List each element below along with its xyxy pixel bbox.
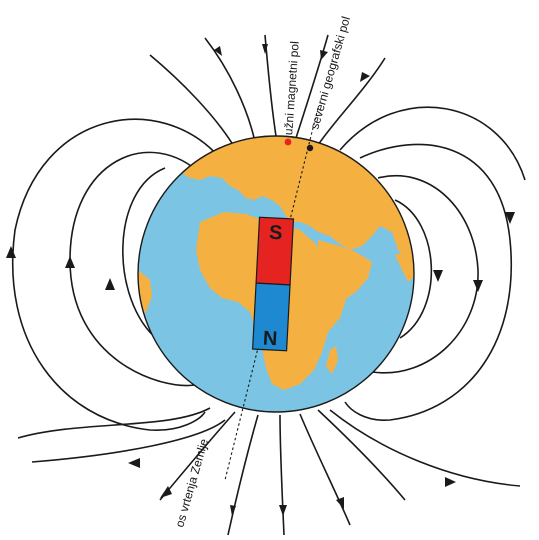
magnet-south-letter: S (268, 222, 282, 245)
field-arrow (336, 497, 344, 509)
madagascar-landmass (326, 346, 338, 374)
arabia-landmass (318, 240, 372, 300)
magnet-north-letter: N (262, 328, 278, 351)
field-arrow (473, 280, 483, 292)
asia-landmass-right (395, 250, 414, 282)
field-line (204, 37, 256, 143)
field-line (299, 413, 351, 526)
geographic-pole-dot (306, 144, 314, 152)
bar-magnet: S N (251, 216, 295, 352)
field-arrow (360, 72, 370, 82)
field-arrow (128, 458, 140, 468)
field-arrow (160, 486, 172, 498)
field-arrow (230, 505, 236, 516)
field-arrow (433, 270, 443, 282)
field-line (329, 409, 521, 487)
field-arrow (279, 505, 287, 516)
field-arrow (105, 278, 115, 290)
magnetic-pole-label: južni magnetni pol (281, 41, 302, 139)
field-line (317, 409, 406, 501)
rotation-axis-label: os vrtenja Zemlje (172, 437, 211, 529)
field-arrow (262, 44, 268, 54)
field-arrow (65, 256, 75, 268)
continents (138, 136, 414, 390)
field-line (339, 106, 526, 181)
field-arrow (214, 46, 222, 56)
magnetic-pole-dot (284, 138, 292, 146)
field-arrow (505, 212, 515, 224)
field-line (279, 414, 285, 536)
field-arrow (320, 50, 328, 60)
geographic-pole-label: severni geografski pol (307, 15, 353, 131)
globe-outline (137, 135, 415, 413)
field-arrow (445, 477, 456, 487)
field-line (394, 199, 433, 339)
field-line (264, 34, 277, 137)
field-line (149, 54, 236, 149)
field-arrow (6, 246, 16, 258)
field-line (344, 143, 512, 421)
field-lines (6, 34, 526, 536)
field-line (317, 57, 386, 146)
field-line (122, 167, 166, 341)
field-line (11, 118, 221, 431)
field-line (31, 419, 226, 463)
field-line (17, 407, 211, 439)
field-line (371, 175, 479, 374)
field-line (295, 34, 329, 139)
eurasia-landmass (140, 136, 414, 262)
field-line (227, 414, 259, 536)
magnet-north-half (251, 282, 291, 352)
